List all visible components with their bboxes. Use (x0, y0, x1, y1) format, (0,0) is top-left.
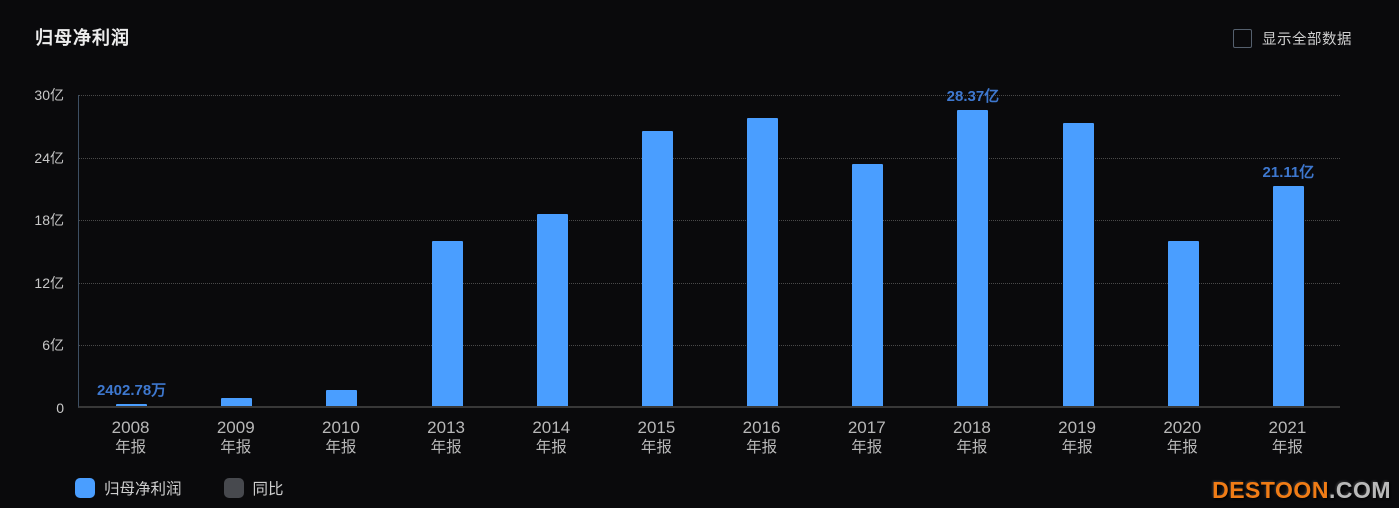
bar-2021[interactable] (1272, 185, 1304, 406)
watermark-suffix: .COM (1328, 477, 1391, 503)
net-profit-legend-label: 归母净利润 (104, 481, 182, 498)
x-label-year: 2013 (427, 418, 465, 437)
x-label-year: 2017 (847, 418, 886, 437)
x-label-year: 2019 (1058, 418, 1096, 437)
bar-2020[interactable] (1167, 241, 1199, 406)
x-label-year: 2021 (1268, 418, 1307, 437)
gridline (79, 282, 1340, 284)
x-label-year: 2014 (532, 418, 571, 437)
bar-2014[interactable] (536, 214, 568, 406)
x-axis-label-2015: 2015 年报 (637, 418, 675, 457)
x-label-period: 年报 (1271, 439, 1303, 456)
x-label-period: 年报 (851, 439, 883, 456)
x-label-period: 年报 (746, 439, 778, 456)
gridline (79, 95, 1340, 96)
x-label-year: 2018 (952, 418, 991, 437)
x-axis-label-2021: 2021 年报 (1268, 418, 1306, 457)
x-label-year: 2020 (1163, 418, 1202, 437)
yoy-legend-label: 同比 (252, 481, 284, 498)
destoon-watermark: DESTOON.COM (1212, 477, 1391, 504)
x-label-period: 年报 (1061, 439, 1093, 456)
x-label-period: 年报 (430, 439, 462, 456)
legend-item-net-profit[interactable]: 归母净利润 (75, 477, 182, 499)
chart-legend: 归母净利润 同比 (75, 477, 284, 499)
bar-2015[interactable] (641, 130, 673, 406)
bar-2013[interactable] (431, 241, 463, 406)
yoy-swatch (223, 478, 244, 498)
plot-area: 2402.78万 28.37亿 21.11亿 (78, 88, 1340, 408)
gridline (79, 345, 1340, 347)
x-label-period: 年报 (325, 439, 357, 456)
bar-value-label-2018: 28.37亿 (946, 88, 1000, 106)
x-label-year: 2009 (216, 418, 255, 437)
x-label-period: 年报 (1166, 439, 1198, 456)
page-title: 归母净利润 (35, 28, 130, 48)
x-axis-label-2019: 2019 年报 (1058, 418, 1096, 457)
x-label-year: 2016 (742, 418, 781, 437)
x-axis-label-2009: 2009 年报 (217, 418, 255, 457)
y-axis-tick: 18亿 (34, 212, 64, 229)
x-label-year: 2010 (321, 418, 360, 437)
x-axis-label-2014: 2014 年报 (532, 418, 570, 457)
bar-2010[interactable] (326, 390, 358, 406)
watermark-brand: DESTOON (1212, 477, 1329, 503)
y-axis-tick: 30亿 (34, 87, 64, 103)
show-all-checkbox[interactable] (1233, 29, 1252, 48)
gridline (79, 220, 1340, 222)
x-axis-label-2018: 2018 年报 (953, 418, 991, 457)
x-axis-label-2017: 2017 年报 (848, 418, 886, 457)
x-label-period: 年报 (220, 439, 252, 456)
x-label-period: 年报 (535, 439, 567, 456)
y-axis-tick: 12亿 (34, 274, 64, 291)
x-label-year: 2015 (637, 418, 676, 437)
bar-2009[interactable] (221, 397, 253, 406)
bar-value-label-2008: 2402.78万 (96, 381, 167, 399)
x-label-period: 年报 (115, 439, 147, 456)
bar-2019[interactable] (1062, 123, 1094, 406)
show-all-data-toggle[interactable]: 显示全部数据 (1233, 28, 1352, 49)
y-axis: 30亿 24亿 18亿 12亿 6亿 0 (0, 87, 70, 416)
bar-2018[interactable] (957, 110, 989, 406)
gridline (79, 157, 1340, 159)
net-profit-swatch (75, 478, 95, 498)
x-axis-label-2020: 2020 年报 (1163, 418, 1201, 457)
x-label-year: 2008 (111, 418, 150, 437)
y-axis-tick: 24亿 (34, 149, 64, 166)
show-all-checkbox-label[interactable]: 显示全部数据 (1262, 32, 1352, 48)
legend-item-yoy[interactable]: 同比 (223, 477, 284, 499)
bar-2008[interactable] (116, 403, 148, 406)
x-label-period: 年报 (956, 439, 988, 456)
x-axis-label-2016: 2016 年报 (743, 418, 781, 457)
bar-2017[interactable] (852, 163, 884, 406)
x-axis-label-2008: 2008 年报 (112, 418, 150, 457)
x-axis-label-2013: 2013 年报 (427, 418, 465, 457)
x-axis-label-2010: 2010 年报 (322, 418, 360, 457)
bar-2016[interactable] (747, 118, 779, 406)
x-axis: 2008 年报 2009 年报 2010 年报 2013 年报 2014 年报 2015 年报 2016… (78, 418, 1340, 462)
x-label-period: 年报 (640, 439, 672, 456)
y-axis-tick: 6亿 (42, 337, 64, 354)
y-axis-tick: 0 (56, 400, 64, 416)
bar-value-label-2021: 21.11亿 (1262, 163, 1315, 181)
